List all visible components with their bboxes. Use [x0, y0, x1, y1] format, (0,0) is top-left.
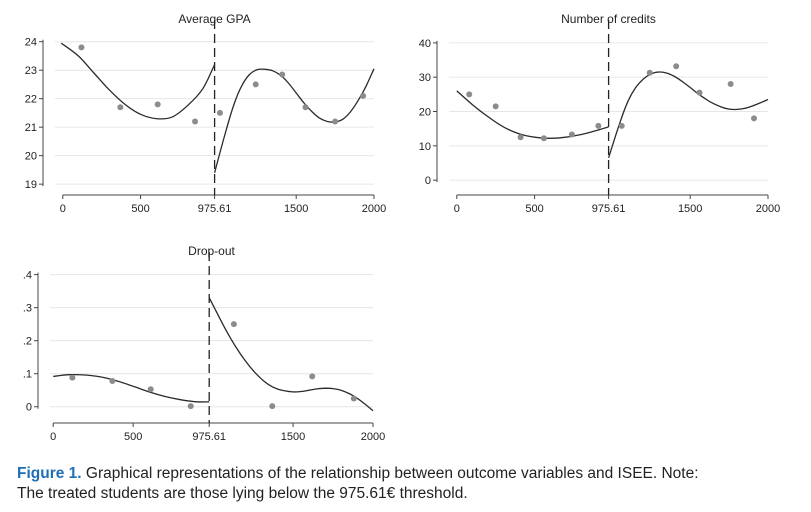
data-point [332, 118, 339, 125]
figure-caption: Figure 1. Graphical representations of t… [17, 464, 802, 504]
figure: Average GPA 19 20 21 22 23 24 0 500 975.61 1500 200… [23, 12, 780, 443]
data-point [302, 104, 309, 111]
caption-label: Figure 1. [17, 465, 82, 482]
chart-title: Number of credits [561, 12, 656, 26]
chart-panel-3: Drop-out 0 .1 .2 .3 .4 0 500 975.61 1500 2000 [23, 244, 385, 443]
x-tick-label: 500 [124, 431, 142, 443]
x-tick-label: 0 [50, 431, 56, 443]
y-tick-label: 20 [25, 151, 37, 163]
chart-title: Average GPA [178, 12, 250, 26]
x-tick-label: 1500 [281, 431, 305, 443]
data-point [696, 89, 703, 96]
y-tick-label: 30 [419, 72, 431, 84]
y-tick-label: 22 [25, 94, 37, 106]
chart-panel-2: Number of credits 0 10 20 30 40 0 500 975.61 1500… [419, 12, 780, 215]
x-tick-label: 2000 [362, 203, 386, 215]
data-point [727, 81, 734, 88]
x-tick-label: 2000 [756, 203, 780, 215]
data-point [279, 71, 286, 78]
fit-curve-right [213, 68, 375, 173]
y-tick-label: .4 [23, 270, 32, 282]
x-tick-label: 0 [454, 203, 460, 215]
x-tick-label: 500 [131, 203, 149, 215]
y-tick-label: 0 [425, 175, 431, 187]
data-point [109, 377, 116, 384]
data-point [154, 101, 161, 108]
caption-text-line1: Graphical representations of the relatio… [85, 465, 699, 482]
data-point [492, 103, 499, 110]
y-tick-label: 20 [419, 107, 431, 119]
y-tick-label: 40 [419, 38, 431, 50]
data-point [309, 373, 316, 380]
y-tick-label: 21 [25, 122, 37, 134]
data-point [69, 374, 76, 381]
data-point [78, 44, 85, 51]
y-tick-label: 19 [25, 179, 37, 191]
fit-curve-left [60, 42, 216, 120]
y-tick-label: .1 [23, 369, 32, 381]
y-tick-label: 10 [419, 141, 431, 153]
fit-curve-left [53, 373, 210, 403]
data-point [230, 321, 237, 328]
data-point [216, 109, 223, 116]
x-tick-label: 500 [525, 203, 543, 215]
x-tick-label: 975.61 [198, 203, 232, 215]
data-point [360, 92, 367, 99]
data-point [187, 403, 194, 410]
caption-text-line2: The treated students are those lying bel… [17, 485, 468, 502]
x-tick-label: 2000 [361, 431, 385, 443]
fit-curve-left [456, 90, 609, 139]
data-point [269, 403, 276, 410]
data-point [192, 118, 199, 125]
y-tick-label: .3 [23, 303, 32, 315]
fit-curve-right [607, 71, 769, 158]
data-point [540, 135, 547, 142]
data-point [750, 115, 757, 122]
x-tick-label: 975.61 [192, 431, 226, 443]
fit-curve-right [208, 297, 374, 412]
chart-title: Drop-out [188, 244, 235, 258]
y-tick-label: 0 [26, 402, 32, 414]
x-tick-label: 1500 [284, 203, 308, 215]
data-point [673, 63, 680, 70]
data-point [147, 386, 154, 393]
x-tick-label: 0 [60, 203, 66, 215]
data-point [350, 395, 357, 402]
x-tick-label: 975.61 [592, 203, 626, 215]
data-point [646, 69, 653, 76]
data-point [568, 131, 575, 138]
chart-panel-1: Average GPA 19 20 21 22 23 24 0 500 975.61 1500 200… [25, 12, 386, 215]
data-point [618, 122, 625, 129]
data-point [466, 91, 473, 98]
x-tick-label: 1500 [678, 203, 702, 215]
data-point [595, 122, 602, 129]
data-point [117, 104, 124, 111]
data-point [252, 81, 259, 88]
data-point [517, 134, 524, 141]
y-tick-label: 23 [25, 65, 37, 77]
y-tick-label: .2 [23, 336, 32, 348]
y-tick-label: 24 [25, 37, 37, 49]
